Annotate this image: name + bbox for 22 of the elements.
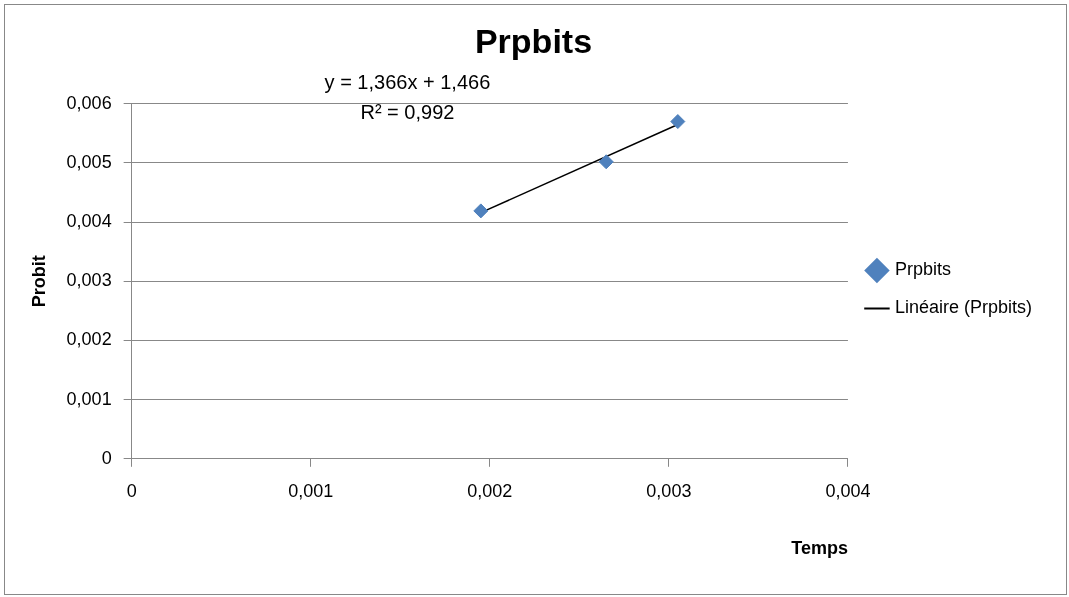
- legend-label: Linéaire (Prpbits): [894, 297, 1033, 318]
- chart-title: Prpbits: [474, 21, 593, 60]
- x-tick-label: 0: [126, 480, 137, 501]
- text: y = 1,366x + 1,466: [324, 70, 491, 93]
- y-tick-label: 0,003: [66, 270, 112, 291]
- x-tick-label: 0,004: [825, 480, 871, 501]
- y-tick-label: 0,002: [66, 329, 112, 350]
- point: [670, 114, 686, 130]
- y-tick-label: 0,001: [66, 388, 112, 409]
- x-tick-label: 0,001: [288, 480, 334, 501]
- y-axis-title: Probit: [28, 255, 49, 308]
- y-tick-label: 0,006: [66, 92, 112, 113]
- x-tick-label: 0,003: [646, 480, 692, 501]
- y-tick-label: 0,005: [66, 151, 112, 172]
- legend-label: Prpbits: [894, 259, 951, 280]
- y-tick-label: 0: [101, 447, 112, 468]
- point: [598, 154, 614, 170]
- x-axis-title: Temps: [791, 538, 848, 559]
- point: [473, 203, 489, 219]
- x-tick-label: 0,002: [467, 480, 513, 501]
- y-tick-label: 0,004: [66, 211, 112, 232]
- annotation: R² = 0,992: [360, 100, 455, 123]
